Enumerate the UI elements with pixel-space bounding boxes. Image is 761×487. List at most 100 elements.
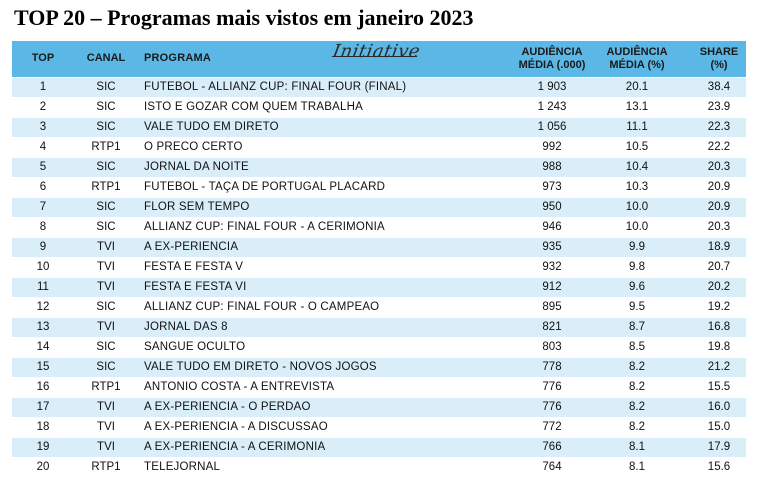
cell-programa: A EX-PERIENCIA (138, 237, 492, 258)
cell-canal: SIC (74, 77, 138, 98)
cell-audiencia: 992 (492, 137, 588, 158)
cell-canal: SIC (74, 297, 138, 318)
cell-canal: TVI (74, 417, 138, 438)
cell-share: 15.0 (670, 417, 746, 438)
header-programa[interactable]: PROGRAMA Initiative (138, 41, 492, 78)
cell-audiencia-pct: 8.2 (588, 357, 670, 378)
cell-top: 7 (12, 197, 74, 218)
cell-canal: TVI (74, 397, 138, 418)
cell-share: 15.5 (670, 377, 746, 398)
page-title: TOP 20 – Programas mais vistos em janeir… (14, 5, 474, 30)
table-row[interactable]: 16 RTP1 ANTONIO COSTA - A ENTREVISTA 776 8.2… (12, 377, 746, 398)
cell-audiencia: 1 056 (492, 117, 588, 138)
cell-canal: SIC (74, 217, 138, 238)
cell-share: 20.9 (670, 197, 746, 218)
cell-share: 22.3 (670, 117, 746, 138)
cell-canal: SIC (74, 337, 138, 358)
cell-top: 14 (12, 337, 74, 358)
cell-programa: A EX-PERIENCIA - O PERDAO (138, 397, 492, 418)
header-share[interactable]: SHARE (%) (670, 41, 746, 78)
header-audiencia-line1: AUDIÊNCIA (521, 45, 583, 58)
table-body: 1 SIC FUTEBOL - ALLIANZ CUP: FINAL FOUR (F… (12, 77, 746, 478)
cell-canal: SIC (74, 357, 138, 378)
table-row[interactable]: 11 TVI FESTA E FESTA VI 912 9.6 20.2 (12, 277, 746, 298)
cell-programa: A EX-PERIENCIA - A DISCUSSAO (138, 417, 492, 438)
cell-audiencia-pct: 9.9 (588, 237, 670, 258)
table-row[interactable]: 20 RTP1 TELEJORNAL 764 8.1 15.6 (12, 457, 746, 478)
table-row[interactable]: 3 SIC VALE TUDO EM DIRETO 1 056 11.1 22.3 (12, 117, 746, 138)
cell-audiencia: 973 (492, 177, 588, 198)
cell-top: 8 (12, 217, 74, 238)
table-row[interactable]: 5 SIC JORNAL DA NOITE 988 10.4 20.3 (12, 157, 746, 178)
cell-canal: RTP1 (74, 137, 138, 158)
cell-programa: ISTO E GOZAR COM QUEM TRABALHA (138, 97, 492, 118)
table-row[interactable]: 1 SIC FUTEBOL - ALLIANZ CUP: FINAL FOUR (F… (12, 77, 746, 98)
cell-audiencia: 988 (492, 157, 588, 178)
cell-share: 19.2 (670, 297, 746, 318)
cell-audiencia-pct: 8.2 (588, 417, 670, 438)
cell-share: 17.9 (670, 437, 746, 458)
cell-audiencia: 778 (492, 357, 588, 378)
ranking-table: TOP CANAL PROGRAMA Initiative AUDIÊNCIA … (12, 41, 746, 478)
cell-audiencia: 764 (492, 457, 588, 478)
cell-canal: TVI (74, 237, 138, 258)
table-row[interactable]: 17 TVI A EX-PERIENCIA - O PERDAO 776 8.2 16.0 (12, 397, 746, 418)
cell-audiencia-pct: 20.1 (588, 77, 670, 98)
cell-top: 20 (12, 457, 74, 478)
cell-audiencia-pct: 8.1 (588, 457, 670, 478)
initiative-logo: Initiative (331, 41, 422, 62)
cell-canal: SIC (74, 197, 138, 218)
table-row[interactable]: 13 TVI JORNAL DAS 8 821 8.7 16.8 (12, 317, 746, 338)
table-row[interactable]: 9 TVI A EX-PERIENCIA 935 9.9 18.9 (12, 237, 746, 258)
cell-audiencia: 895 (492, 297, 588, 318)
cell-top: 5 (12, 157, 74, 178)
cell-programa: FLOR SEM TEMPO (138, 197, 492, 218)
cell-share: 18.9 (670, 237, 746, 258)
cell-audiencia-pct: 9.8 (588, 257, 670, 278)
cell-audiencia: 766 (492, 437, 588, 458)
cell-top: 1 (12, 77, 74, 98)
cell-share: 20.3 (670, 157, 746, 178)
header-audiencia-pct[interactable]: AUDIÊNCIA MÉDIA (%) (588, 41, 670, 78)
table-row[interactable]: 7 SIC FLOR SEM TEMPO 950 10.0 20.9 (12, 197, 746, 218)
cell-canal: TVI (74, 257, 138, 278)
cell-audiencia-pct: 10.4 (588, 157, 670, 178)
table-row[interactable]: 14 SIC SANGUE OCULTO 803 8.5 19.8 (12, 337, 746, 358)
header-canal[interactable]: CANAL (74, 41, 138, 78)
cell-audiencia: 912 (492, 277, 588, 298)
table-row[interactable]: 15 SIC VALE TUDO EM DIRETO - NOVOS JOGOS 77… (12, 357, 746, 378)
cell-audiencia: 950 (492, 197, 588, 218)
table-row[interactable]: 18 TVI A EX-PERIENCIA - A DISCUSSAO 772 8.2 1… (12, 417, 746, 438)
table-row[interactable]: 2 SIC ISTO E GOZAR COM QUEM TRABALHA 1 243 1… (12, 97, 746, 118)
cell-audiencia-pct: 9.5 (588, 297, 670, 318)
cell-audiencia-pct: 11.1 (588, 117, 670, 138)
cell-audiencia: 776 (492, 377, 588, 398)
table-row[interactable]: 10 TVI FESTA E FESTA V 932 9.8 20.7 (12, 257, 746, 278)
table-row[interactable]: 4 RTP1 O PRECO CERTO 992 10.5 22.2 (12, 137, 746, 158)
table-row[interactable]: 12 SIC ALLIANZ CUP: FINAL FOUR - O CAMPEAO… (12, 297, 746, 318)
cell-top: 13 (12, 317, 74, 338)
cell-audiencia: 803 (492, 337, 588, 358)
cell-audiencia-pct: 8.2 (588, 377, 670, 398)
cell-top: 6 (12, 177, 74, 198)
cell-share: 38.4 (670, 77, 746, 98)
table-row[interactable]: 8 SIC ALLIANZ CUP: FINAL FOUR - A CERIMONI… (12, 217, 746, 238)
cell-canal: RTP1 (74, 177, 138, 198)
cell-programa: FESTA E FESTA V (138, 257, 492, 278)
cell-programa: ALLIANZ CUP: FINAL FOUR - A CERIMONIA (138, 217, 492, 238)
table-row[interactable]: 6 RTP1 FUTEBOL - TAÇA DE PORTUGAL PLACARD 9… (12, 177, 746, 198)
cell-canal: RTP1 (74, 457, 138, 478)
cell-audiencia: 772 (492, 417, 588, 438)
cell-audiencia: 1 903 (492, 77, 588, 98)
header-audiencia-pct-line1: AUDIÊNCIA (606, 45, 668, 58)
cell-top: 9 (12, 237, 74, 258)
cell-audiencia-pct: 10.0 (588, 217, 670, 238)
cell-top: 11 (12, 277, 74, 298)
cell-audiencia: 776 (492, 397, 588, 418)
header-audiencia[interactable]: AUDIÊNCIA MÉDIA (.000) (492, 41, 588, 78)
cell-share: 21.2 (670, 357, 746, 378)
cell-audiencia: 935 (492, 237, 588, 258)
header-share-line1: SHARE (699, 45, 739, 58)
table-row[interactable]: 19 TVI A EX-PERIENCIA - A CERIMONIA 766 8.1 1… (12, 437, 746, 458)
header-top[interactable]: TOP (12, 41, 74, 78)
